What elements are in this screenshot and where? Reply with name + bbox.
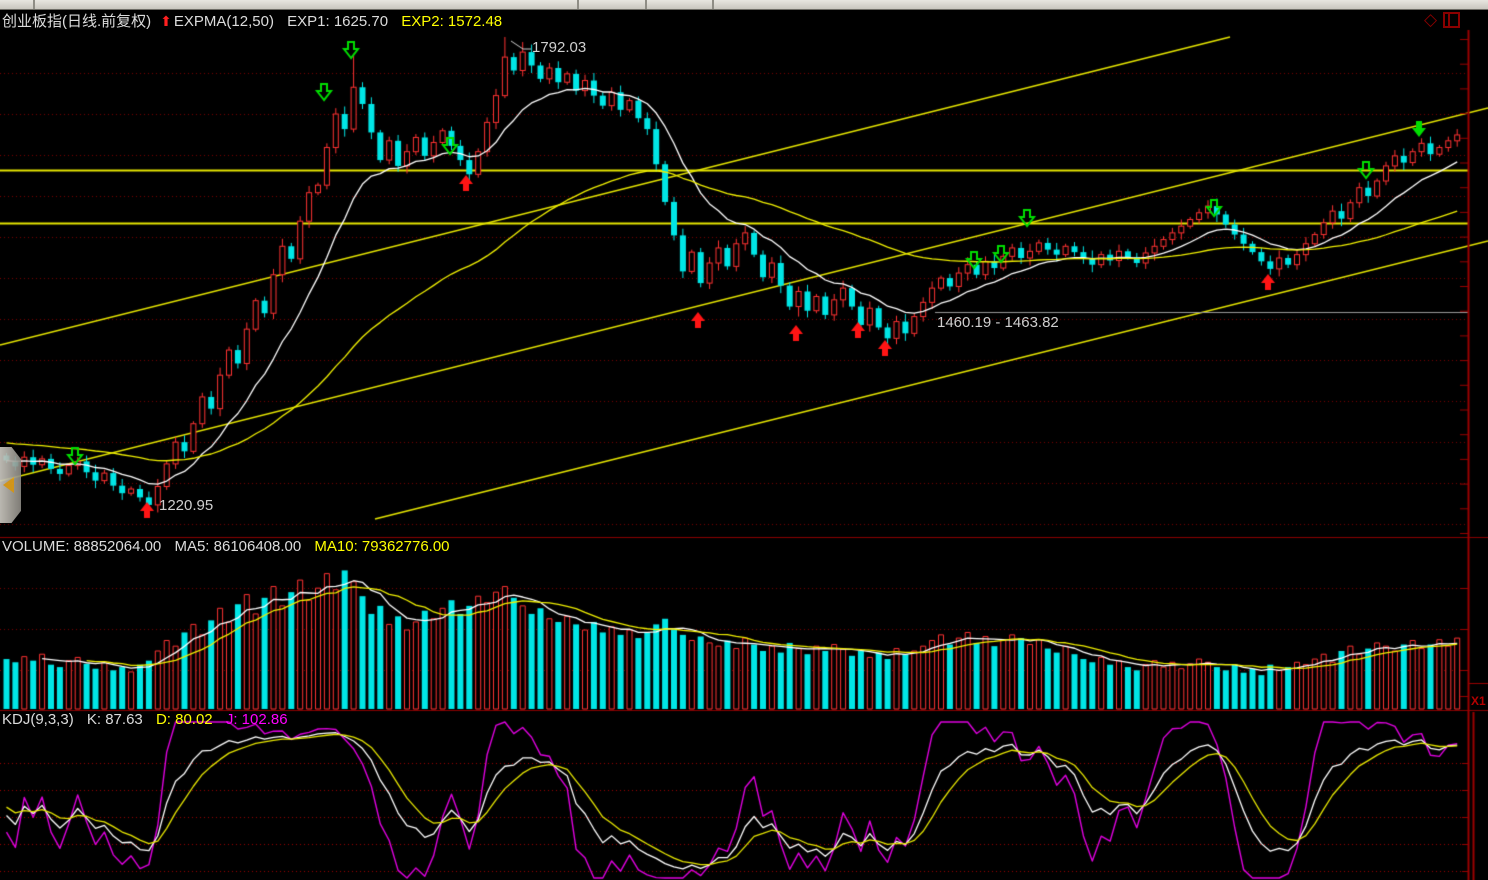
volume-ma5-value: MA5: 86106408.00: [174, 538, 302, 555]
diamond-icon[interactable]: ◇: [1424, 10, 1438, 29]
restore-window-icon-bar: [1448, 13, 1451, 26]
restore-window-icon[interactable]: [1443, 11, 1461, 28]
kdj-k-value: K: 87.63: [86, 711, 143, 728]
volume-value: VOLUME: 88852064.00: [2, 538, 162, 555]
toolbar-separator: [645, 0, 647, 9]
left-arrow-icon: [3, 477, 14, 493]
kdj-d-value: D: 80.02: [155, 711, 213, 728]
kdj-j-value: J: 102.86: [225, 711, 288, 728]
toolbar-separator: [712, 0, 714, 9]
gap-range-annotation: 1460.19 - 1463.82: [937, 314, 1059, 331]
toolbar-edge: [0, 0, 1488, 10]
exp2-value: EXP2: 1572.48: [401, 13, 503, 30]
sidebar-collapse-handle[interactable]: [0, 447, 21, 523]
indicator-name: EXPMA(12,50): [173, 13, 274, 30]
zoom-level-label: X1: [1471, 694, 1486, 708]
kdj-header: KDJ(9,3,3) K: 87.63 D: 80.02 J: 102.86: [2, 711, 297, 728]
low-price-annotation: 1220.95: [159, 497, 214, 514]
toolbar-separator: [33, 0, 35, 9]
instrument-title: 创业板指(日线.前复权): [2, 13, 152, 30]
volume-ma10-value: MA10: 79362776.00: [314, 538, 450, 555]
volume-header: VOLUME: 88852064.00 MA5: 86106408.00 MA1…: [2, 538, 459, 555]
panel-controls: ◇: [1424, 10, 1461, 29]
high-price-annotation: 1792.03: [532, 39, 587, 56]
up-arrow-icon: ⬆: [160, 13, 172, 29]
kdj-indicator-name: KDJ(9,3,3): [2, 711, 74, 728]
toolbar-separator: [577, 0, 579, 9]
exp1-value: EXP1: 1625.70: [287, 13, 389, 30]
main-chart-header: 创业板指(日线.前复权) ⬆ EXPMA(12,50) EXP1: 1625.70 …: [2, 10, 511, 31]
